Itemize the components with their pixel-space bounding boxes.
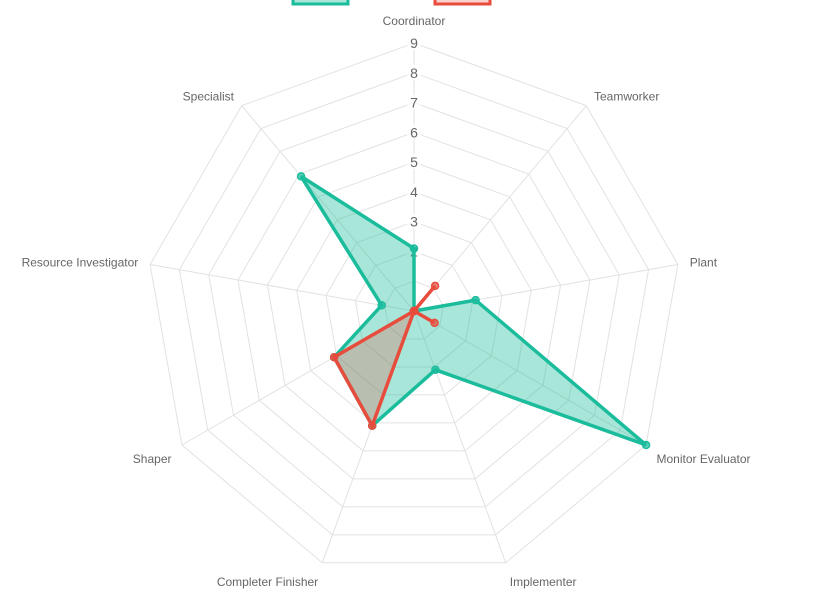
tick-label-backdrop	[407, 154, 421, 170]
series-area	[331, 284, 437, 430]
data-series	[296, 172, 651, 450]
tick-label-backdrop	[407, 213, 421, 229]
tick-label: 4	[410, 184, 418, 200]
data-point[interactable]	[367, 421, 377, 430]
tick-label-backdrop	[407, 35, 421, 50]
grid-ring	[354, 250, 474, 368]
axis-labels: Coordinator Teamworker Plant Monitor Evalua…	[22, 14, 751, 589]
axis-label: Monitor Evaluator	[657, 452, 751, 466]
axis-label: Completer Finisher	[217, 575, 318, 589]
axis-label: Plant	[690, 255, 718, 269]
tick-label-backdrop	[407, 183, 421, 199]
grid-ring	[149, 42, 679, 564]
data-point[interactable]	[377, 301, 386, 310]
data-point[interactable]	[431, 365, 440, 375]
axis-label: Teamworker	[594, 90, 659, 104]
data-point[interactable]	[641, 440, 651, 450]
spoke-line	[150, 264, 415, 312]
grid-ring	[178, 72, 650, 536]
data-point[interactable]	[471, 295, 480, 305]
tick-label: 7	[410, 95, 418, 111]
data-point[interactable]	[409, 306, 419, 316]
series-1	[329, 281, 440, 430]
data-point[interactable]	[329, 352, 339, 362]
tick-label: 5	[410, 154, 418, 170]
data-point[interactable]	[430, 318, 439, 328]
axis-label: Coordinator	[383, 14, 446, 28]
tick-label: 9	[410, 35, 418, 51]
data-point[interactable]	[296, 172, 306, 181]
grid-ring	[384, 280, 444, 340]
legend-swatch[interactable]	[433, 0, 492, 6]
spoke-line	[413, 310, 507, 563]
axis-label: Shaper	[133, 452, 172, 466]
grid-ring	[237, 131, 591, 480]
tick-label: 8	[410, 65, 418, 81]
data-point[interactable]	[409, 244, 419, 253]
axis-label: Implementer	[510, 575, 577, 589]
spoke-line	[413, 105, 587, 312]
tick-label: 3	[410, 214, 418, 230]
grid-ring	[208, 102, 620, 508]
grid-ring	[266, 161, 562, 452]
legend[interactable]	[291, 0, 492, 6]
radar-grid	[149, 42, 679, 564]
series-0	[296, 172, 651, 450]
spoke-line	[241, 105, 415, 312]
axis-label: Resource Investigator	[22, 255, 139, 269]
tick-label-backdrop	[407, 124, 421, 140]
grid-ring	[325, 221, 503, 396]
legend-swatch[interactable]	[291, 0, 350, 6]
tick-label: 6	[410, 124, 418, 140]
axis-label: Specialist	[183, 90, 235, 104]
tick-label-backdrop	[407, 64, 421, 80]
spoke-line	[413, 310, 647, 446]
tick-label-backdrop	[407, 94, 421, 110]
data-point[interactable]	[430, 281, 440, 291]
series-area	[299, 174, 648, 447]
grid-ring	[296, 191, 532, 424]
